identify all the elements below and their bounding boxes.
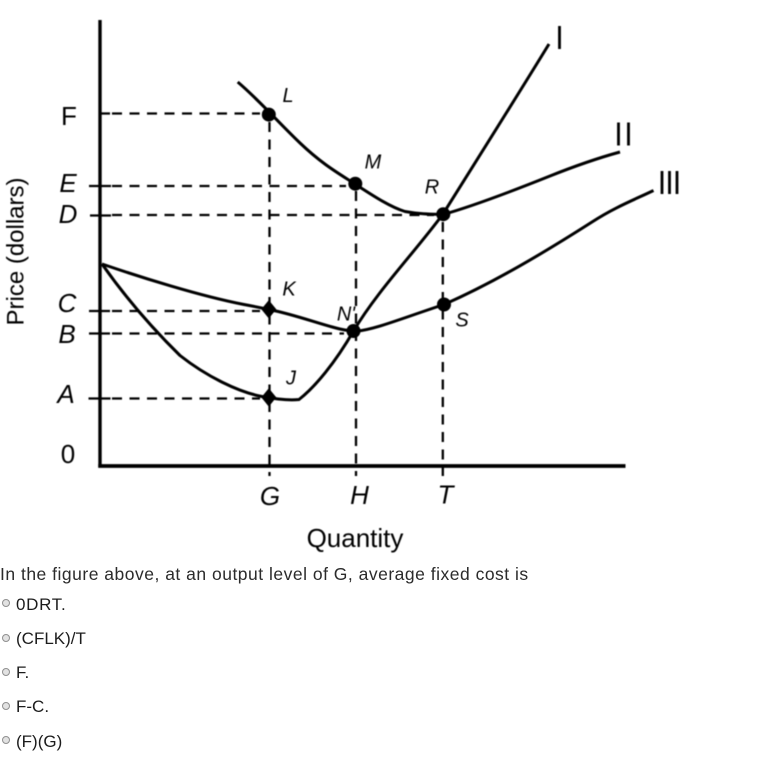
svg-text:K: K xyxy=(282,279,297,301)
svg-text:Price (dollars): Price (dollars) xyxy=(3,177,30,325)
svg-text:A: A xyxy=(55,379,74,409)
svg-text:R: R xyxy=(425,177,439,199)
svg-text:H: H xyxy=(350,480,369,510)
svg-text:J: J xyxy=(285,368,297,390)
svg-text:L: L xyxy=(282,85,293,107)
svg-text:T: T xyxy=(438,480,456,510)
svg-text:C: C xyxy=(58,288,77,318)
svg-text:Quantity: Quantity xyxy=(307,523,404,553)
svg-text:S: S xyxy=(455,310,469,332)
svg-text:G: G xyxy=(260,481,280,511)
svg-text:M: M xyxy=(365,152,382,174)
svg-text:0: 0 xyxy=(61,439,75,469)
svg-text:D: D xyxy=(59,199,78,229)
svg-text:B: B xyxy=(58,319,75,349)
svg-text:N': N' xyxy=(337,304,356,326)
svg-text:E: E xyxy=(59,168,77,198)
svg-text:F: F xyxy=(61,101,77,131)
